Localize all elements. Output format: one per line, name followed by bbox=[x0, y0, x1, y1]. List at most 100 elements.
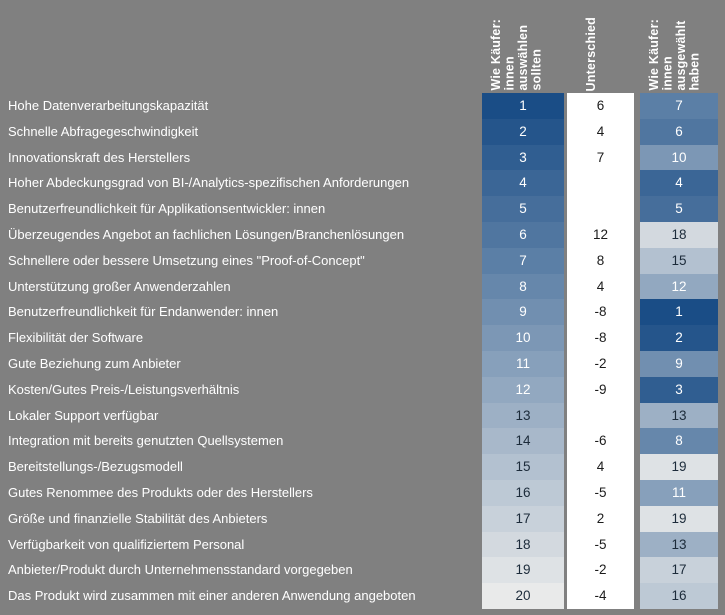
cell-should-rank: 20 bbox=[482, 583, 564, 609]
cell-chosen-rank: 1 bbox=[640, 299, 718, 326]
bottom-filler bbox=[0, 609, 725, 615]
criterion-label: Das Produkt wird zusammen mit einer ande… bbox=[8, 588, 416, 604]
cell-chosen-rank: 9 bbox=[640, 350, 718, 377]
column-header-difference: Unterschied bbox=[584, 16, 598, 91]
cell-chosen-rank: 8 bbox=[640, 428, 718, 455]
table-row: Integration mit bereits genutzten Quells… bbox=[0, 428, 725, 455]
cell-chosen-rank: 18 bbox=[640, 221, 718, 248]
cell-chosen-rank: 15 bbox=[640, 247, 718, 274]
criterion-label: Gute Beziehung zum Anbieter bbox=[8, 355, 181, 371]
cell-chosen-rank: 4 bbox=[640, 170, 718, 197]
table-row: Lokaler Support verfügbar 13 13 bbox=[0, 402, 725, 429]
criterion-label: Benutzerfreundlichkeit für Applikationse… bbox=[8, 201, 326, 217]
table-row: Überzeugendes Angebot an fachlichen Lösu… bbox=[0, 221, 725, 248]
cell-should-rank: 19 bbox=[482, 557, 564, 584]
cell-should-rank: 9 bbox=[482, 299, 564, 326]
table-row: Hohe Datenverarbeitungskapazität 1 6 7 bbox=[0, 93, 725, 119]
cell-should-rank: 8 bbox=[482, 273, 564, 300]
cell-chosen-rank: 17 bbox=[640, 557, 718, 584]
cell-difference: -8 bbox=[567, 325, 634, 351]
cell-difference bbox=[567, 402, 634, 429]
table-row: Benutzerfreundlichkeit für Endanwender: … bbox=[0, 299, 725, 326]
cell-chosen-rank: 3 bbox=[640, 376, 718, 403]
cell-chosen-rank: 7 bbox=[640, 93, 718, 119]
cell-difference: -2 bbox=[567, 350, 634, 377]
cell-should-rank: 18 bbox=[482, 531, 564, 558]
cell-difference bbox=[567, 170, 634, 197]
cell-difference: -5 bbox=[567, 531, 634, 558]
cell-difference: -5 bbox=[567, 479, 634, 506]
cell-chosen-rank: 6 bbox=[640, 118, 718, 145]
cell-should-rank: 6 bbox=[482, 221, 564, 248]
criterion-label: Schnellere oder bessere Umsetzung eines … bbox=[8, 252, 365, 268]
cell-should-rank: 7 bbox=[482, 247, 564, 274]
table-row: Innovationskraft des Herstellers 3 7 10 bbox=[0, 144, 725, 171]
cell-should-rank: 10 bbox=[482, 325, 564, 351]
column-header-did-choose: Wie Käufer: innen ausgewählt haben bbox=[647, 19, 702, 91]
column-header-should-choose: Wie Käufer: innen auswählen sollten bbox=[489, 19, 544, 91]
cell-should-rank: 14 bbox=[482, 428, 564, 455]
cell-difference: -8 bbox=[567, 299, 634, 326]
criterion-label: Bereitstellungs-/Bezugsmodell bbox=[8, 459, 183, 475]
cell-should-rank: 17 bbox=[482, 505, 564, 532]
cell-chosen-rank: 16 bbox=[640, 583, 718, 609]
cell-chosen-rank: 19 bbox=[640, 454, 718, 480]
table-row: Größe und finanzielle Stabilität des Anb… bbox=[0, 505, 725, 532]
criterion-label: Innovationskraft des Herstellers bbox=[8, 149, 191, 165]
table-row: Hoher Abdeckungsgrad von BI-/Analytics-s… bbox=[0, 170, 725, 197]
criterion-label: Unterstützung großer Anwenderzahlen bbox=[8, 278, 231, 294]
cell-chosen-rank: 13 bbox=[640, 402, 718, 429]
criterion-label: Verfügbarkeit von qualifiziertem Persona… bbox=[8, 536, 245, 552]
cell-difference: 12 bbox=[567, 221, 634, 248]
table-row: Verfügbarkeit von qualifiziertem Persona… bbox=[0, 531, 725, 558]
table-row: Schnelle Abfragegeschwindigkeit 2 4 6 bbox=[0, 118, 725, 145]
cell-difference: -2 bbox=[567, 557, 634, 584]
table-row: Anbieter/Produkt durch Unternehmensstand… bbox=[0, 557, 725, 584]
criterion-label: Kosten/Gutes Preis-/Leistungsverhältnis bbox=[8, 381, 240, 397]
table-row: Gutes Renommee des Produkts oder des Her… bbox=[0, 479, 725, 506]
criterion-label: Hohe Datenverarbeitungskapazität bbox=[8, 98, 209, 113]
cell-should-rank: 15 bbox=[482, 454, 564, 480]
cell-should-rank: 5 bbox=[482, 196, 564, 222]
cell-chosen-rank: 13 bbox=[640, 531, 718, 558]
cell-difference: 8 bbox=[567, 247, 634, 274]
cell-should-rank: 4 bbox=[482, 170, 564, 197]
criterion-label: Flexibilität der Software bbox=[8, 330, 144, 346]
cell-difference: 4 bbox=[567, 273, 634, 300]
criterion-label: Anbieter/Produkt durch Unternehmensstand… bbox=[8, 562, 353, 578]
table-row: Das Produkt wird zusammen mit einer ande… bbox=[0, 583, 725, 609]
criterion-label: Lokaler Support verfügbar bbox=[8, 407, 159, 423]
cell-should-rank: 16 bbox=[482, 479, 564, 506]
cell-should-rank: 3 bbox=[482, 144, 564, 171]
criterion-label: Überzeugendes Angebot an fachlichen Lösu… bbox=[8, 226, 405, 242]
table-row: Benutzerfreundlichkeit für Applikationse… bbox=[0, 196, 725, 222]
table-header: Wie Käufer: innen auswählen sollten Unte… bbox=[0, 0, 725, 93]
table-row: Flexibilität der Software 10 -8 2 bbox=[0, 325, 725, 351]
table-row: Gute Beziehung zum Anbieter 11 -2 9 bbox=[0, 350, 725, 377]
cell-difference: 2 bbox=[567, 505, 634, 532]
cell-chosen-rank: 10 bbox=[640, 144, 718, 171]
table-row: Schnellere oder bessere Umsetzung eines … bbox=[0, 247, 725, 274]
criterion-label: Integration mit bereits genutzten Quells… bbox=[8, 433, 284, 449]
cell-should-rank: 2 bbox=[482, 118, 564, 145]
cell-should-rank: 12 bbox=[482, 376, 564, 403]
cell-chosen-rank: 12 bbox=[640, 273, 718, 300]
cell-chosen-rank: 19 bbox=[640, 505, 718, 532]
cell-should-rank: 13 bbox=[482, 402, 564, 429]
cell-should-rank: 11 bbox=[482, 350, 564, 377]
criterion-label: Größe und finanzielle Stabilität des Anb… bbox=[8, 510, 268, 526]
cell-chosen-rank: 11 bbox=[640, 479, 718, 506]
cell-difference: 4 bbox=[567, 118, 634, 145]
table-body: Hohe Datenverarbeitungskapazität 1 6 7 Schne… bbox=[0, 93, 725, 609]
cell-difference: 6 bbox=[567, 93, 634, 119]
criterion-label: Benutzerfreundlichkeit für Endanwender: … bbox=[8, 304, 279, 320]
cell-difference: -6 bbox=[567, 428, 634, 455]
table-row: Unterstützung großer Anwenderzahlen 8 4 12 bbox=[0, 273, 725, 300]
cell-difference bbox=[567, 196, 634, 222]
table-row: Kosten/Gutes Preis-/Leistungsverhältnis 1… bbox=[0, 376, 725, 403]
cell-difference: 4 bbox=[567, 454, 634, 480]
table-row: Bereitstellungs-/Bezugsmodell 15 4 19 bbox=[0, 454, 725, 480]
criterion-label: Hoher Abdeckungsgrad von BI-/Analytics-s… bbox=[8, 175, 410, 191]
criterion-label: Schnelle Abfragegeschwindigkeit bbox=[8, 123, 199, 139]
criterion-label: Gutes Renommee des Produkts oder des Her… bbox=[8, 484, 313, 500]
